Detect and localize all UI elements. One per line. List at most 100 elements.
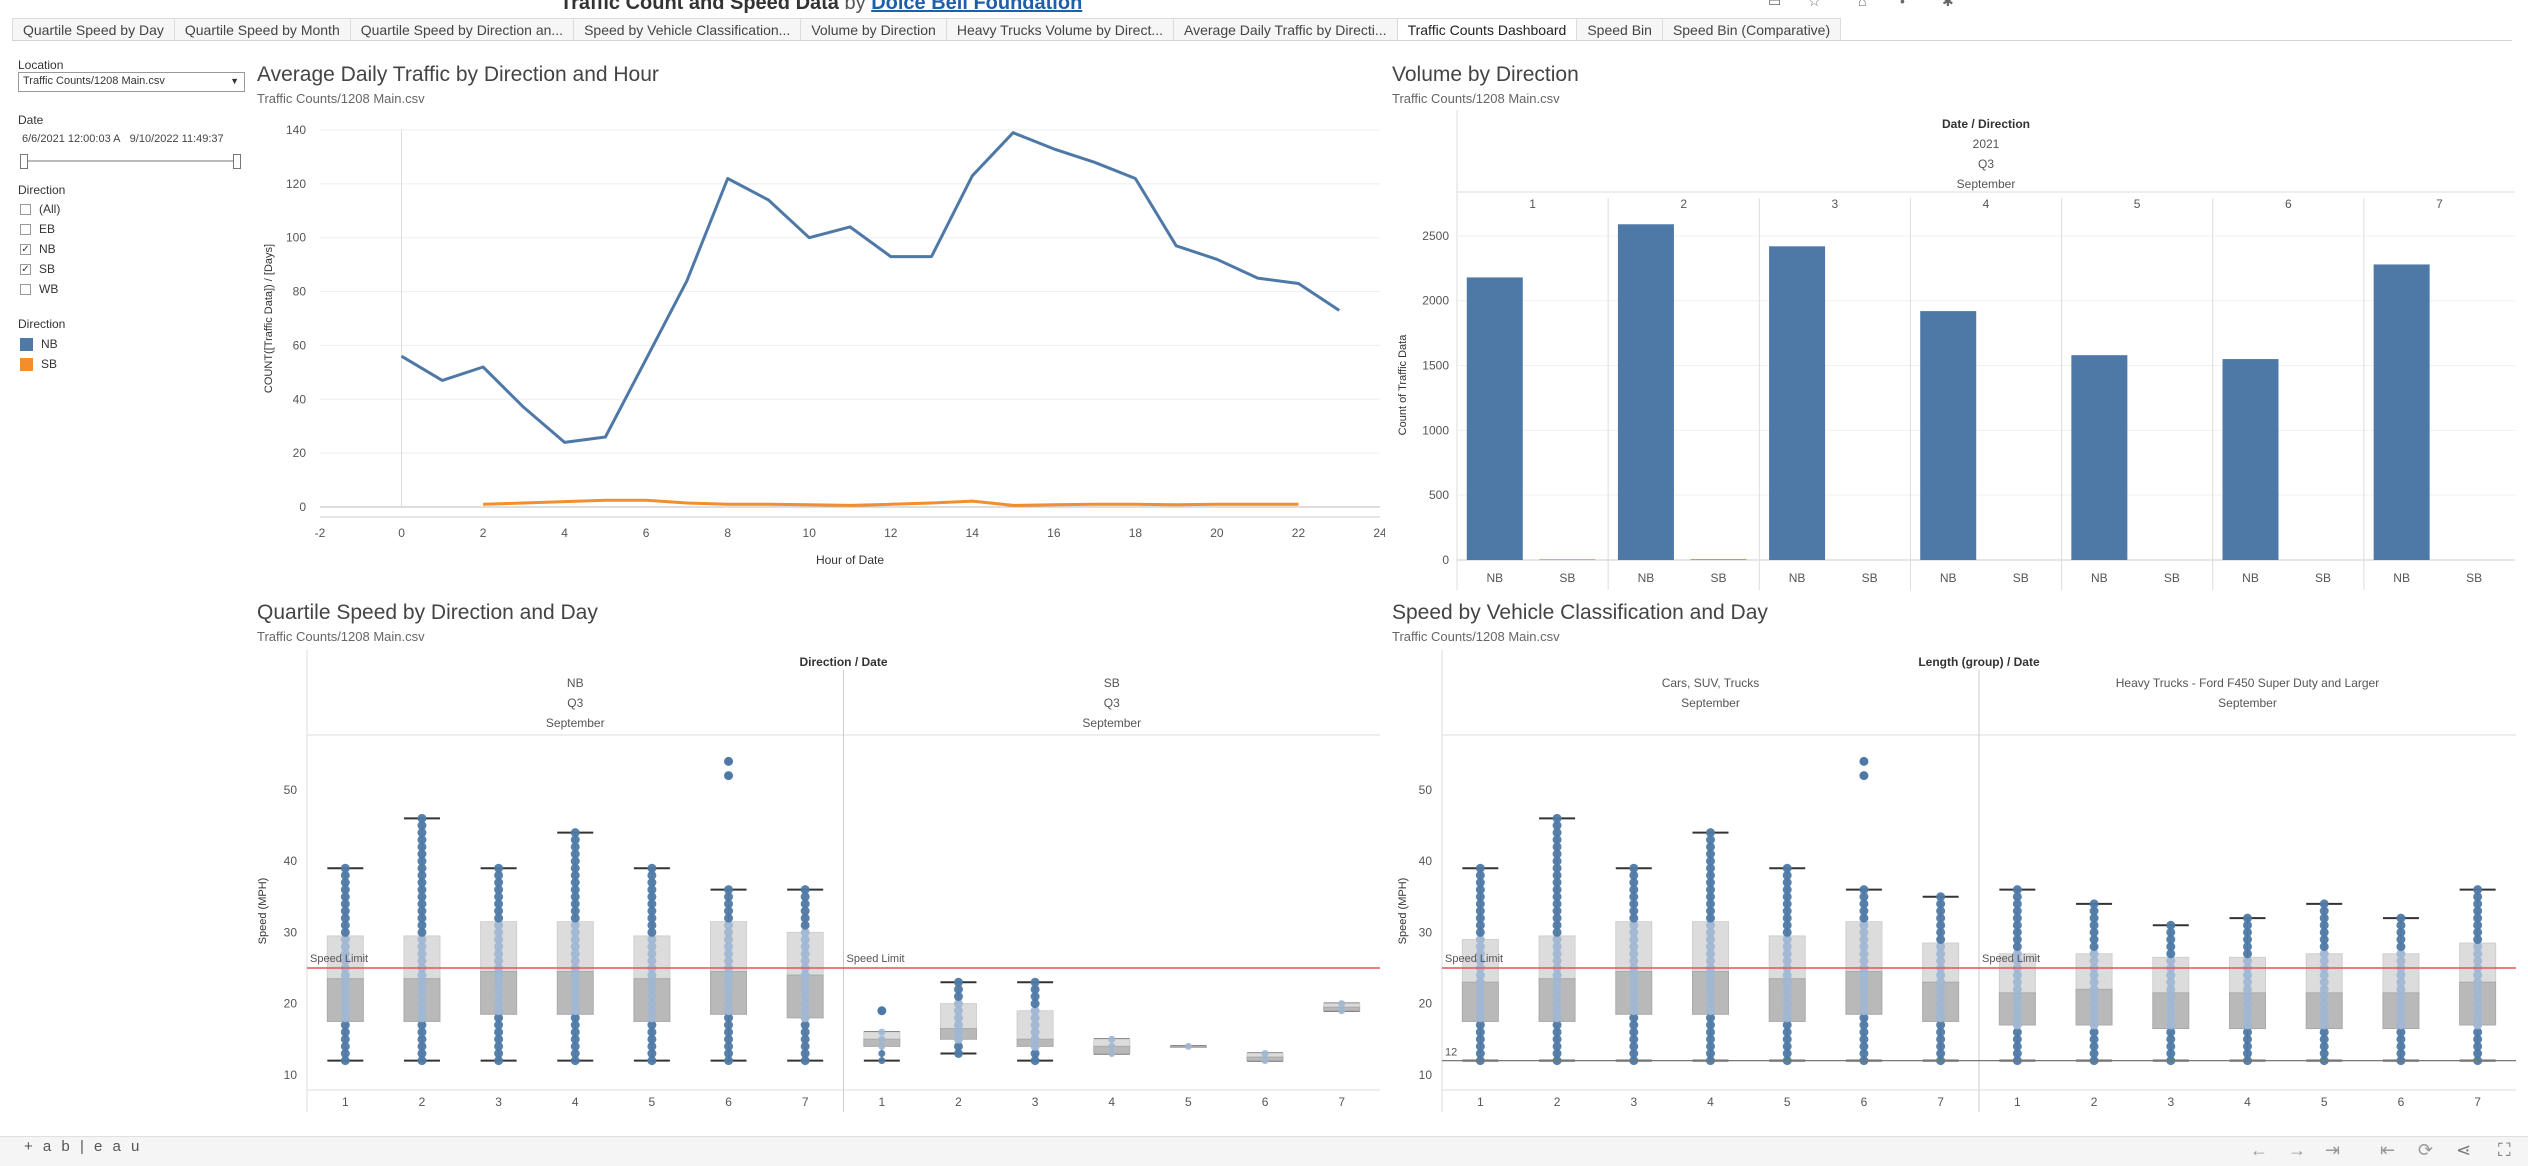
data-point bbox=[800, 885, 810, 895]
data-point bbox=[2166, 942, 2176, 952]
legend-item[interactable]: SB bbox=[20, 356, 57, 372]
checkbox[interactable]: ✓ bbox=[20, 243, 31, 255]
checkbox[interactable] bbox=[20, 283, 31, 295]
direction-filter-item[interactable]: EB bbox=[20, 221, 55, 237]
checkbox[interactable] bbox=[20, 203, 31, 215]
share-icon[interactable]: ⌂ bbox=[1858, 0, 1867, 9]
direction-filter-item[interactable]: ✓ NB bbox=[20, 241, 56, 257]
classification-box-chart[interactable]: Length (group) / Date 10 20 30 40 50 Speed (MP… bbox=[1390, 650, 2520, 1132]
author-link[interactable]: Dolce Bell Foundation bbox=[871, 0, 1083, 14]
data-point bbox=[1475, 1006, 1485, 1016]
data-point bbox=[647, 1006, 657, 1016]
x-tick-label: SB bbox=[2315, 571, 2331, 585]
data-point bbox=[1030, 984, 1040, 994]
tableau-logo[interactable]: + a b | e a u bbox=[24, 1138, 143, 1155]
data-point bbox=[2012, 970, 2022, 980]
checkbox[interactable]: ✓ bbox=[20, 263, 31, 275]
data-point bbox=[1936, 942, 1946, 952]
data-point bbox=[2396, 942, 2406, 952]
data-point bbox=[494, 899, 504, 909]
data-point bbox=[1859, 1013, 1869, 1023]
x-tick-label: SB bbox=[1710, 571, 1726, 585]
data-point bbox=[1859, 1034, 1869, 1044]
quartile-box-chart[interactable]: Direction / Date 10 20 30 40 50 Speed (MPH) NB Q… bbox=[250, 650, 1385, 1132]
date-slider-end-handle[interactable] bbox=[233, 154, 241, 169]
data-point bbox=[878, 1050, 886, 1057]
x-tick-label: 14 bbox=[966, 526, 980, 540]
data-point bbox=[724, 942, 734, 952]
legend-item[interactable]: NB bbox=[20, 336, 58, 352]
data-point bbox=[1629, 913, 1639, 923]
date-slider-track[interactable] bbox=[24, 160, 240, 162]
tab-2[interactable]: Quartile Speed by Direction an... bbox=[349, 18, 575, 40]
settings-icon[interactable]: ✱ bbox=[1942, 0, 1954, 9]
data-point bbox=[494, 863, 504, 873]
tab-6[interactable]: Average Daily Traffic by Directi... bbox=[1173, 18, 1398, 40]
data-point bbox=[647, 1056, 657, 1066]
tab-1[interactable]: Quartile Speed by Month bbox=[173, 18, 351, 40]
series-line-NB bbox=[400, 131, 1341, 444]
data-point bbox=[1552, 1013, 1562, 1023]
direction-filter-label: Direction bbox=[18, 183, 66, 197]
data-point bbox=[2012, 956, 2022, 966]
share-footer-icon[interactable]: ⋖ bbox=[2456, 1140, 2472, 1160]
data-point bbox=[647, 899, 657, 909]
data-point bbox=[1475, 942, 1485, 952]
data-point bbox=[647, 913, 657, 923]
revert-icon[interactable]: ⇥ bbox=[2325, 1140, 2341, 1160]
data-point bbox=[2243, 956, 2252, 966]
data-point bbox=[2012, 899, 2022, 909]
tab-0[interactable]: Quartile Speed by Day bbox=[12, 18, 175, 40]
location-dropdown[interactable]: Traffic Counts/1208 Main.csv ▼ bbox=[18, 72, 245, 92]
checkbox[interactable] bbox=[20, 223, 31, 235]
data-point bbox=[953, 1034, 963, 1044]
data-point bbox=[2089, 1020, 2099, 1030]
data-point bbox=[1936, 970, 1946, 980]
data-point bbox=[2089, 984, 2099, 994]
data-point bbox=[494, 1041, 504, 1051]
data-point bbox=[2166, 1027, 2176, 1037]
favorite-icon[interactable]: ☆ bbox=[1808, 0, 1821, 9]
data-point bbox=[340, 870, 350, 880]
refresh-icon[interactable]: ⟳ bbox=[2418, 1140, 2434, 1160]
x-tick-label: 7 bbox=[2474, 1095, 2481, 1109]
data-point bbox=[1782, 942, 1792, 952]
undo-icon[interactable]: ▭ bbox=[1768, 0, 1782, 9]
tab-5[interactable]: Heavy Trucks Volume by Direct... bbox=[945, 18, 1175, 40]
y-tick-label: 140 bbox=[286, 123, 306, 137]
data-point bbox=[2166, 935, 2176, 944]
more-icon[interactable]: • bbox=[1900, 0, 1905, 9]
data-point bbox=[1859, 935, 1869, 944]
data-point bbox=[1475, 1049, 1485, 1058]
speed-limit-label: Speed Limit bbox=[1982, 953, 2040, 965]
data-point bbox=[2166, 956, 2176, 966]
direction-filter-item[interactable]: WB bbox=[20, 281, 58, 297]
fullscreen-icon[interactable]: ⛶ bbox=[2498, 1140, 2511, 1160]
data-point bbox=[647, 992, 657, 1001]
data-point bbox=[1552, 813, 1562, 823]
data-point bbox=[800, 927, 810, 937]
tab-8[interactable]: Speed Bin bbox=[1576, 18, 1663, 40]
redo-arrow-icon[interactable]: → bbox=[2288, 1140, 2306, 1160]
tab-3[interactable]: Speed by Vehicle Classification... bbox=[573, 18, 802, 40]
x-tick-label: 4 bbox=[2244, 1095, 2251, 1109]
date-slider-start-handle[interactable] bbox=[20, 154, 28, 169]
data-point bbox=[1030, 1020, 1040, 1030]
data-point bbox=[800, 1020, 810, 1030]
x-tick-label: 4 bbox=[1707, 1095, 1714, 1109]
tab-4[interactable]: Volume by Direction bbox=[800, 18, 947, 40]
volume-bar-chart[interactable]: Date / Direction 2021 Q3 September 0 500 1000 1… bbox=[1390, 110, 2520, 590]
data-point bbox=[647, 927, 657, 937]
tab-9[interactable]: Speed Bin (Comparative) bbox=[1661, 18, 1842, 40]
panel-header-text: Cars, SUV, Trucks bbox=[1662, 676, 1760, 690]
data-point bbox=[570, 1013, 580, 1023]
adt-chart-title: Average Daily Traffic by Direction and H… bbox=[257, 63, 659, 86]
undo-arrow-icon[interactable]: ← bbox=[2250, 1140, 2268, 1160]
reset-icon[interactable]: ⇤ bbox=[2380, 1140, 2396, 1160]
direction-filter-item[interactable]: (All) bbox=[20, 201, 60, 217]
data-point bbox=[340, 878, 350, 887]
data-point bbox=[2396, 927, 2406, 937]
direction-filter-item[interactable]: ✓ SB bbox=[20, 261, 55, 277]
tab-7[interactable]: Traffic Counts Dashboard bbox=[1396, 18, 1578, 40]
